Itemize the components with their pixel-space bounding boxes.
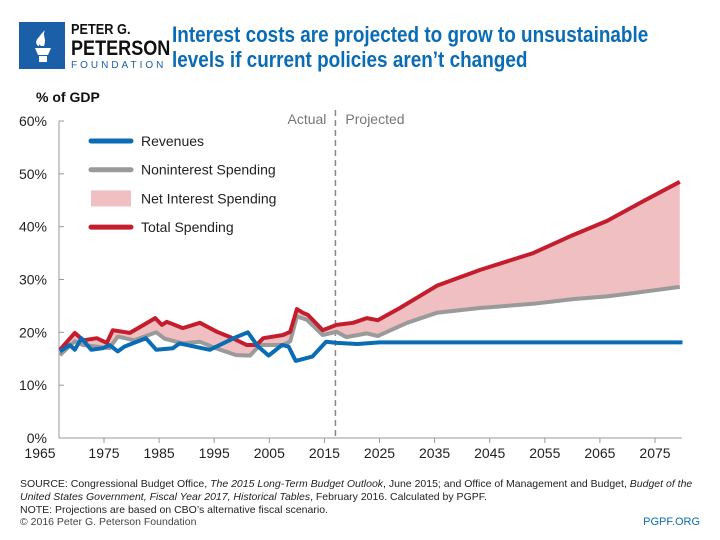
legend-label: Total Spending <box>141 219 234 235</box>
y-tick-label: 40% <box>19 219 47 235</box>
x-tick-label: 1985 <box>144 445 175 461</box>
net-interest-area <box>59 181 680 356</box>
x-tick-label: 2055 <box>529 445 560 461</box>
total-spending-line <box>58 180 681 352</box>
y-tick-label: 30% <box>19 272 47 288</box>
projected-label: Projected <box>345 111 404 127</box>
noninterest-spending-line <box>58 284 681 358</box>
x-tick-label: 2065 <box>584 445 615 461</box>
source-suffix: , February 2016. Calculated by PGPF. <box>310 491 487 503</box>
chart-title: Interest costs are projected to grow to … <box>172 22 649 72</box>
y-tick-label: 20% <box>19 324 47 340</box>
revenues-line <box>58 330 683 363</box>
x-tick-label: 2005 <box>254 445 285 461</box>
source-mid: , June 2015; and Office of Management an… <box>383 478 630 490</box>
y-tick-label: 0% <box>27 430 47 446</box>
copyright: © 2016 Peter G. Peterson Foundation <box>20 516 197 528</box>
x-tick-label: 1995 <box>199 445 230 461</box>
source-prefix: SOURCE: Congressional Budget Office, <box>20 478 211 490</box>
y-axis-label: % of GDP <box>36 89 100 105</box>
torch-logo-icon <box>19 22 65 69</box>
logo-wordmark: PETER G. PETERSON FOUNDATION <box>71 22 187 71</box>
x-tick-label: 2035 <box>419 445 450 461</box>
x-tick-label: 2075 <box>639 445 670 461</box>
x-tick-label: 2025 <box>364 445 395 461</box>
site-link[interactable]: PGPF.ORG <box>643 516 700 528</box>
legend-label: Net Interest Spending <box>141 190 276 206</box>
actual-label: Actual <box>287 111 326 127</box>
source-title-2: Budget of the United States Government, … <box>20 478 693 503</box>
y-tick-label: 10% <box>19 377 47 393</box>
legend-label: Noninterest Spending <box>141 162 276 178</box>
logo-line-1: PETER G. <box>71 21 131 38</box>
x-tick-label: 2015 <box>309 445 340 461</box>
source-note: SOURCE: Congressional Budget Office, The… <box>20 478 700 517</box>
x-tick-label: 1965 <box>24 445 55 461</box>
y-tick-label: 50% <box>19 166 47 182</box>
logo-line-2: PETERSON <box>71 37 171 60</box>
note: NOTE: Projections are based on CBO’s alt… <box>20 504 328 516</box>
legend-swatch <box>91 190 131 207</box>
x-tick-label: 2045 <box>474 445 505 461</box>
y-tick-label: 60% <box>19 113 47 129</box>
source-title-1: The 2015 Long-Term Budget Outlook <box>210 478 384 490</box>
x-tick-label: 1975 <box>88 445 119 461</box>
legend-label: Revenues <box>141 133 204 149</box>
logo-line-3: FOUNDATION <box>71 60 167 71</box>
